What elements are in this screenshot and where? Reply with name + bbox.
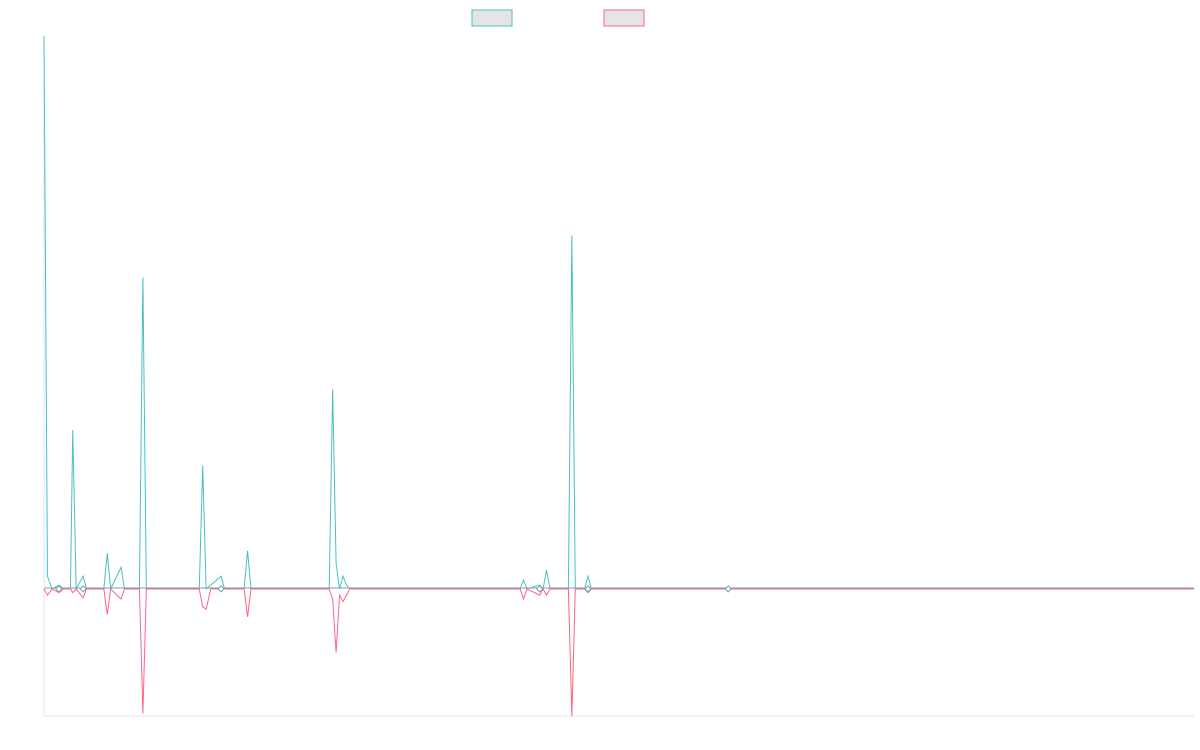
data-point-marker <box>79 585 87 593</box>
legend-swatch-series-1[interactable] <box>471 9 513 27</box>
data-point-marker <box>55 585 63 593</box>
data-point-marker <box>217 585 225 593</box>
data-point-marker <box>724 585 732 593</box>
data-point-marker <box>584 585 592 593</box>
plot-area <box>43 35 1194 717</box>
series-1-line <box>43 35 1194 591</box>
series-2-line <box>43 587 1194 717</box>
data-point-marker <box>535 585 544 593</box>
marker-layer <box>55 585 732 593</box>
series-layer <box>43 35 1194 717</box>
legend-swatch-series-2[interactable] <box>603 9 645 27</box>
legend <box>471 9 645 27</box>
